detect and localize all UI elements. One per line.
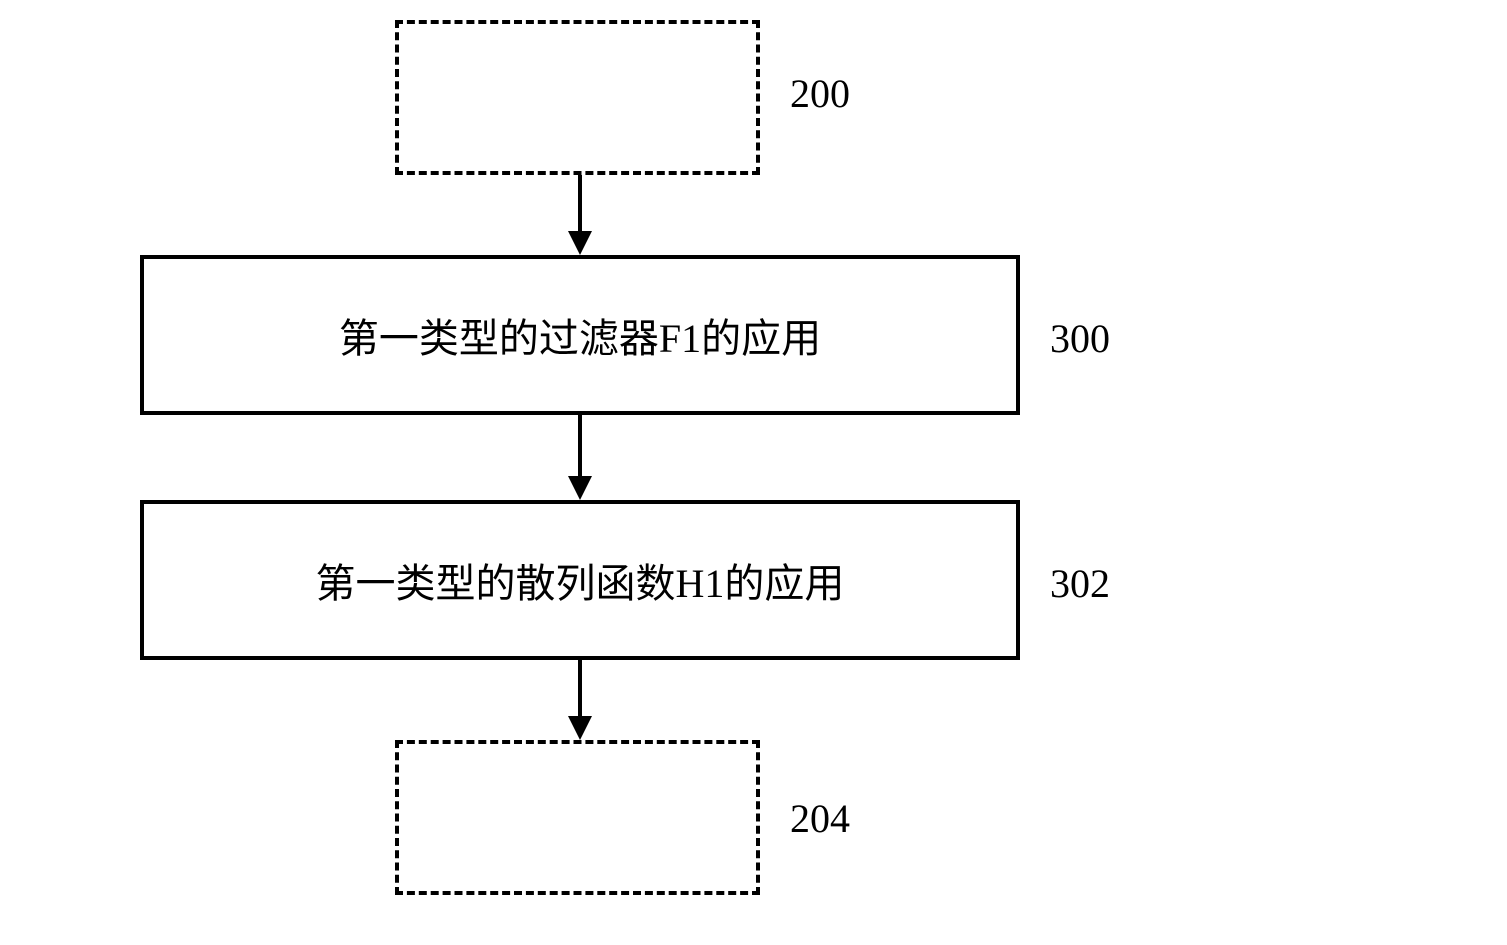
flow-node-ref-204: 204 (790, 795, 850, 842)
flow-node-ref-300: 300 (1050, 315, 1110, 362)
flow-node-n302: 第一类型的散列函数H1的应用 (140, 500, 1020, 660)
flow-node-ref-200: 200 (790, 70, 850, 117)
flow-node-label: 第一类型的散列函数H1的应用 (316, 551, 845, 609)
flow-node-n200 (395, 20, 760, 175)
flowchart-canvas: 200 第一类型的过滤器F1的应用 300 第一类型的散列函数H1的应用 302 204 (0, 0, 1507, 945)
flow-node-n204 (395, 740, 760, 895)
flow-node-n300: 第一类型的过滤器F1的应用 (140, 255, 1020, 415)
flow-node-ref-302: 302 (1050, 560, 1110, 607)
flow-node-label: 第一类型的过滤器F1的应用 (339, 306, 821, 364)
